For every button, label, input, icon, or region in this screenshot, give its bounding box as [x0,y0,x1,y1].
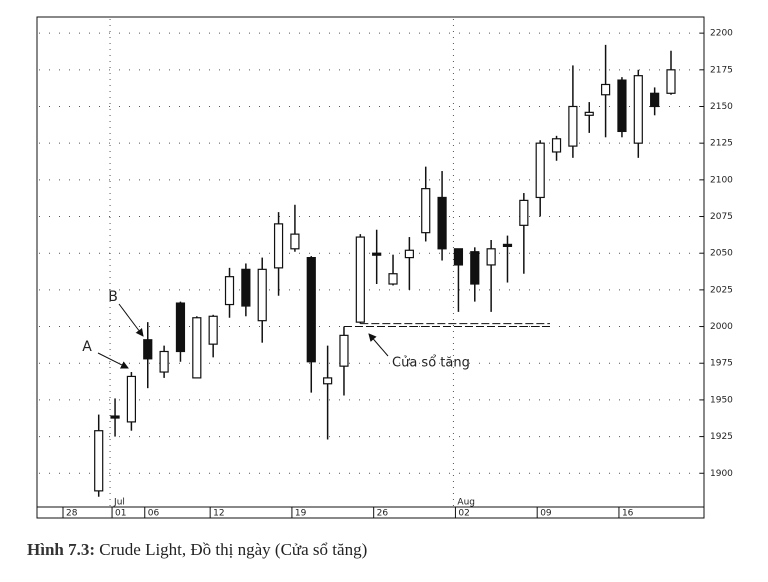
x-month-label: Aug [457,498,475,508]
caption-text: Crude Light, Đồ thị ngày (Cửa sổ tăng) [99,540,368,559]
candle-body [453,248,464,266]
y-tick-label: 1925 [710,432,733,442]
candle-body [372,252,382,256]
caption: Hình 7.3: Crude Light, Đồ thị ngày (Cửa … [27,540,367,560]
candle-body [175,302,186,353]
candle-body [404,249,414,259]
candle-body [143,339,153,360]
annotation: Cửa sổ tăng [392,356,470,371]
candle-body [600,83,611,96]
candle-body [208,315,218,345]
x-tick-label: 09 [540,509,552,519]
candle-body [535,142,545,199]
candle-body [224,276,235,306]
candle-body [568,105,578,147]
candle-body [126,375,137,423]
annotation-arrow [368,333,389,357]
candle-body [323,377,333,385]
y-tick-label: 2025 [710,285,733,295]
candle-body [502,243,513,247]
candle-body [110,415,120,419]
candle-body [486,248,496,266]
x-tick-label: 16 [622,509,634,519]
y-tick-label: 2200 [710,29,733,39]
y-tick-label: 1900 [710,469,733,479]
y-tick-label: 2150 [710,102,733,112]
chart: A B Cửa sổ tăng 1900 1925 1950 1975 2000 2025… [36,16,733,519]
y-tick-label: 2000 [710,322,733,332]
x-tick-label: 02 [458,509,469,519]
candle-body [306,256,316,363]
candle-body [94,430,104,492]
x-tick-label: 01 [115,509,126,519]
y-tick-label: 2175 [710,65,733,75]
y-tick-label: 2075 [710,212,733,222]
y-tick-label: 1950 [710,395,733,405]
candle-body [519,199,529,226]
candle-body [437,196,447,250]
x-month-label: Jul [113,498,125,508]
candle-body [192,317,202,379]
candle-body [257,268,267,322]
annotation: B [108,289,118,305]
candle-body [421,188,431,234]
annotation-arrow [97,352,129,369]
candle-body [290,233,300,250]
candle-body [339,334,349,367]
x-tick-label: 28 [66,509,78,519]
candle-body [633,75,643,144]
caption-label: Hình 7.3: [27,540,96,559]
candle-body [666,69,676,94]
frame [36,16,705,519]
annotation-arrow [118,303,144,337]
candle-body [470,251,480,285]
x-tick-label: 12 [213,509,224,519]
candle-body [584,111,594,116]
x-tick-label: 19 [295,509,307,519]
candle-body [355,236,365,323]
candle-body [551,138,562,153]
y-tick-label: 2125 [710,139,733,149]
candle-body [159,350,169,373]
candle-body [650,92,660,108]
x-tick-label: 06 [148,509,160,519]
candle-body [388,273,398,285]
y-tick-label: 2100 [710,175,733,185]
x-tick-label: 26 [377,509,389,519]
y-tick-label: 2050 [710,249,733,259]
candle-body [273,223,284,269]
annotation: A [82,339,92,355]
y-tick-label: 1975 [710,359,733,369]
candle-body [617,79,627,133]
candle-body [241,268,251,307]
